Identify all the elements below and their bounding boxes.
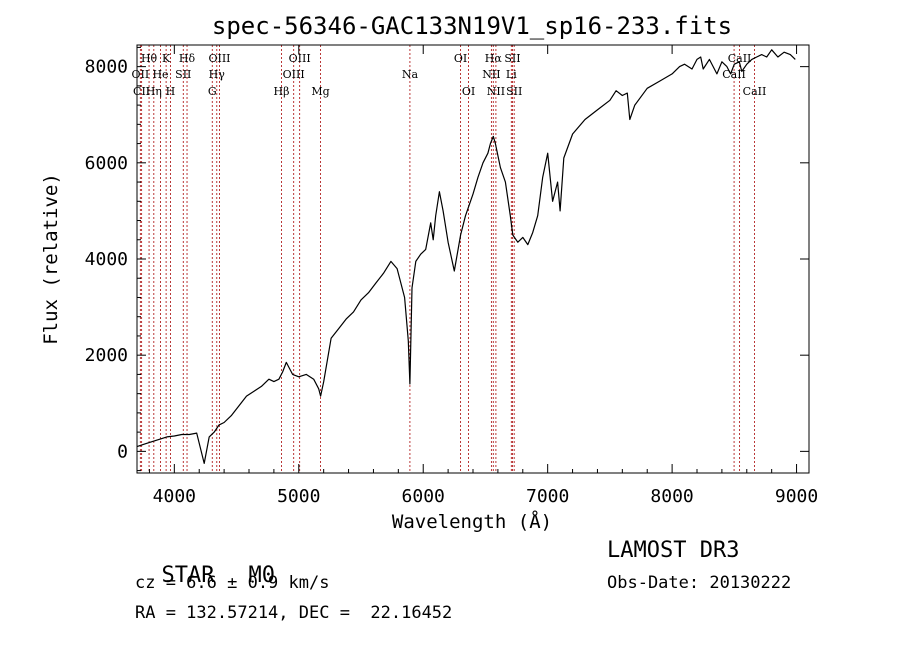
x-tick-label-9000: 9000	[775, 486, 818, 507]
coordinates-text: RA = 132.57214, DEC = 22.16452	[135, 603, 453, 623]
redshift-text: cz = 6.6 ± 0.9 km/s	[135, 573, 330, 593]
class-label: STAR	[161, 563, 215, 588]
y-axis-ticks: 0 2000 4000 6000 8000	[85, 46, 809, 472]
line-marker-label-22: SII	[504, 52, 520, 65]
line-marker-label-27: CaII	[743, 85, 767, 98]
x-axis-ticks: 4000 5000 6000 7000 8000 9000	[148, 45, 818, 507]
y-axis-label: Flux (relative)	[40, 173, 62, 345]
line-marker-label-4: Hη	[146, 85, 162, 98]
y-tick-label-4000: 4000	[85, 249, 128, 270]
line-marker-lines	[139, 45, 755, 473]
subclass-label: M0	[248, 563, 275, 588]
obs-date-text: Obs-Date: 20130222	[607, 573, 792, 593]
x-tick-label-5000: 5000	[277, 486, 320, 507]
y-tick-label-0: 0	[117, 441, 128, 462]
survey-label: LAMOST DR3	[607, 538, 740, 563]
y-tick-label-6000: 6000	[85, 153, 128, 174]
line-marker-label-21: NII	[487, 85, 505, 98]
line-marker-label-24: SII	[506, 85, 522, 98]
spectrum-line	[136, 49, 796, 464]
object-class: STAR M0	[135, 538, 275, 588]
line-marker-label-23: Li	[506, 68, 517, 81]
line-marker-label-15: Mg	[311, 85, 329, 98]
x-tick-label-4000: 4000	[153, 486, 196, 507]
line-marker-label-5: K	[162, 52, 171, 65]
line-marker-label-20: NII	[482, 68, 500, 81]
line-marker-label-10: Hγ	[209, 68, 226, 81]
line-marker-label-0: Hθ	[141, 52, 158, 65]
line-marker-label-19: Hα	[485, 52, 503, 65]
line-marker-label-13: OIII	[289, 52, 311, 65]
line-marker-label-18: OI	[462, 85, 475, 98]
line-marker-label-6: H	[166, 85, 176, 98]
line-marker-label-17: OI	[454, 52, 467, 65]
line-marker-label-9: OIII	[208, 52, 230, 65]
line-marker-label-14: OIII	[283, 68, 305, 81]
line-marker-label-25: CaII	[728, 52, 752, 65]
line-marker-label-8: Hδ	[179, 52, 196, 65]
line-marker-label-12: Hβ	[274, 85, 290, 98]
line-marker-label-3: He	[152, 68, 168, 81]
line-marker-label-1: OII	[132, 68, 150, 81]
x-tick-label-8000: 8000	[650, 486, 693, 507]
line-marker-label-16: Na	[402, 68, 419, 81]
line-marker-label-11: G	[208, 85, 217, 98]
y-tick-label-8000: 8000	[85, 57, 128, 78]
line-marker-label-7: SII	[175, 68, 191, 81]
x-tick-label-7000: 7000	[526, 486, 569, 507]
plot-frame	[136, 44, 810, 474]
line-marker-label-26: CaII	[722, 68, 746, 81]
y-tick-label-2000: 2000	[85, 345, 128, 366]
x-axis-label: Wavelength (Å)	[392, 510, 552, 533]
chart-title: spec-56346-GAC133N19V1_sp16-233.fits	[212, 12, 732, 40]
x-tick-label-6000: 6000	[402, 486, 445, 507]
